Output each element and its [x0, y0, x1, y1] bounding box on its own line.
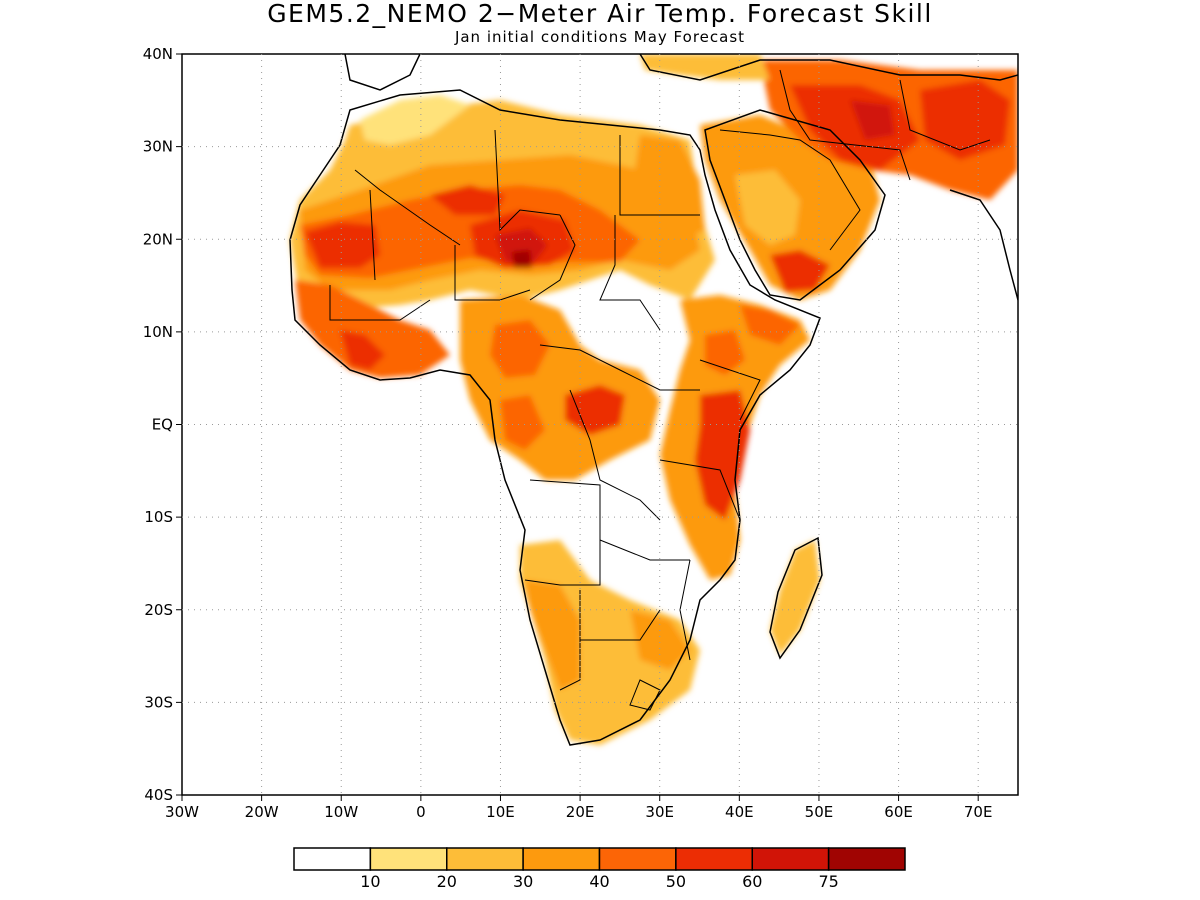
- border-namibia: [559, 590, 581, 691]
- legend-label: 30: [513, 872, 533, 891]
- lon-label: 30W: [165, 803, 199, 821]
- border-zambia: [599, 539, 690, 561]
- border-sudan: [599, 215, 661, 331]
- skill-region-congo-red: [565, 385, 625, 435]
- legend-swatch: [598, 847, 677, 871]
- skill-region-chad-max: [495, 228, 548, 262]
- border-botswana: [580, 609, 661, 641]
- legend-label: 75: [818, 872, 838, 891]
- lat-label: 20S: [144, 601, 173, 619]
- legend-label: 50: [666, 872, 686, 891]
- lat-label: 40N: [143, 45, 173, 63]
- lat-label: 30N: [143, 138, 173, 156]
- skill-region-chad-peak: [512, 250, 532, 268]
- axis-ticks: [176, 53, 979, 801]
- lon-label: 20W: [245, 803, 279, 821]
- skill-region-gabon-red: [500, 395, 545, 450]
- skill-region-algeria-core: [430, 185, 505, 215]
- skill-region-egypt: [635, 135, 705, 240]
- skill-region-horn-red: [740, 305, 800, 345]
- legend-swatch: [675, 847, 753, 871]
- border-algeria-mali: [369, 189, 376, 281]
- legend-swatch: [446, 847, 524, 871]
- skill-region-madagascar: [770, 540, 820, 655]
- coastline-arabia: [704, 109, 886, 301]
- lon-label: 10W: [324, 803, 358, 821]
- legend-swatch: [293, 847, 372, 871]
- border-afghanistan: [899, 79, 991, 151]
- coastline-eurasia: [639, 54, 1018, 81]
- lat-label: 40S: [144, 786, 173, 804]
- lon-label: 70E: [964, 803, 993, 821]
- border-south-africa: [629, 679, 661, 711]
- coastline-iberia: [344, 54, 421, 91]
- legend-swatch: [522, 847, 601, 871]
- lon-label: 60E: [884, 803, 913, 821]
- lon-label: 10E: [486, 803, 515, 821]
- border-saudi: [719, 129, 861, 251]
- skill-field: [290, 54, 1018, 745]
- coastlines: [289, 54, 1018, 746]
- border-iran: [779, 69, 911, 181]
- skill-region-namibia: [525, 580, 580, 690]
- skill-region-southern-africa: [520, 540, 700, 745]
- graticule: [182, 54, 1018, 795]
- border-central: [539, 344, 700, 391]
- skill-region-west-africa-red: [340, 330, 385, 370]
- lat-label: 30S: [144, 693, 173, 711]
- map-title: GEM5.2_NEMO 2−Meter Air Temp. Forecast S…: [267, 0, 933, 28]
- border-egypt: [619, 135, 700, 216]
- skill-region-west-sahara-core: [305, 222, 380, 268]
- skill-region-turkey: [640, 54, 770, 80]
- coastline-africa: [289, 89, 821, 746]
- border-niger-nigeria: [454, 245, 531, 301]
- skill-region-iran-max: [850, 100, 895, 140]
- lat-label: 10N: [143, 323, 173, 341]
- skill-region-nigeria-red: [490, 320, 550, 378]
- lon-label: 20E: [566, 803, 595, 821]
- border-angola: [524, 479, 601, 586]
- legend-label: 40: [589, 872, 609, 891]
- lon-label: 0: [416, 803, 426, 821]
- border-tanzania: [659, 459, 741, 521]
- skill-region-north-africa-coast: [360, 95, 470, 145]
- lat-label: 10S: [144, 508, 173, 526]
- legend-swatch: [751, 847, 830, 871]
- skill-region-yemen-red: [770, 250, 830, 292]
- coastline-madagascar: [769, 536, 823, 660]
- border-libya: [494, 129, 561, 232]
- legend-swatch: [369, 847, 448, 871]
- legend-label: 10: [360, 872, 380, 891]
- latitude-labels: 40N 30N 20N 10N EQ 10S 20S 30S 40S: [143, 45, 173, 804]
- color-legend: 10 20 30 40 50 60 75: [293, 847, 906, 891]
- skill-region-afghanistan-red: [920, 80, 1010, 160]
- legend-label: 60: [742, 872, 762, 891]
- longitude-labels: 30W 20W 10W 0 10E 20E 30E 40E 50E 60E 70E: [165, 803, 992, 821]
- legend-swatch: [827, 847, 906, 871]
- lon-label: 30E: [645, 803, 674, 821]
- lon-label: 40E: [725, 803, 754, 821]
- skill-region-west-africa: [295, 280, 450, 378]
- country-borders: [329, 69, 991, 711]
- border-congo: [569, 389, 661, 521]
- legend-label: 20: [437, 872, 457, 891]
- border-chad: [529, 214, 576, 301]
- border-east: [699, 359, 761, 421]
- skill-region-ethiopia-red: [705, 330, 745, 375]
- skill-region-zimbabwe: [630, 610, 690, 670]
- lat-label: 20N: [143, 230, 173, 248]
- border-sahara-west: [354, 169, 461, 246]
- lat-label: EQ: [152, 416, 173, 434]
- lon-label: 50E: [805, 803, 834, 821]
- coastline-india: [949, 189, 1018, 301]
- map-subtitle: Jan initial conditions May Forecast: [454, 28, 746, 46]
- border-west-africa: [329, 285, 431, 321]
- skill-region-arabia-inner: [735, 170, 800, 245]
